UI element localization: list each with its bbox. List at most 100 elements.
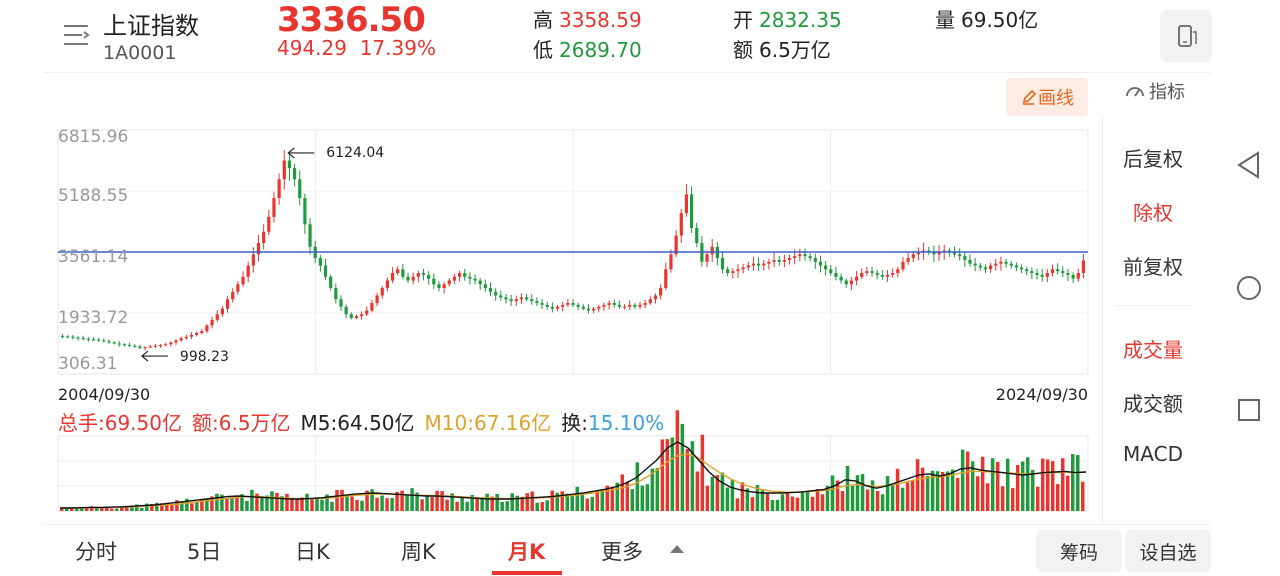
draw-line-button[interactable]: 画线 [1006,78,1088,116]
volume-bar [675,410,680,511]
landscape-toggle-button[interactable] [1160,10,1212,62]
amount-value: 6.5万亿 [759,38,831,62]
candle-body [684,194,689,214]
candle-body [854,276,859,281]
candle-body [220,308,225,315]
tab-monthly-k[interactable]: 月K [508,540,546,564]
volume-bar [775,499,780,511]
adjust-forward-option[interactable]: 前复权 [1123,255,1183,279]
volume-bar [205,499,209,511]
candle-body [499,295,503,298]
low-value: 2689.70 [559,38,642,62]
volume-bar [765,492,770,511]
candle-body [463,273,467,277]
volume-value: 69.50亿 [961,8,1039,32]
volume-bar [170,504,174,511]
volume-bar [580,495,585,511]
candle-body [736,269,740,272]
candle-body [659,288,663,296]
volume-bar [600,489,605,511]
candle-body [550,306,554,309]
legend-m10: M10:67.16亿 [424,411,552,435]
candle-body [241,276,245,285]
volume-bar [220,494,224,511]
volume-bar [485,493,489,511]
candle-body [452,276,457,281]
candle-body [891,273,895,275]
volume-indicator-option[interactable]: 成交量 [1123,338,1183,362]
candle-body [793,256,797,259]
candle-body [885,274,890,277]
volume-bar [735,498,740,511]
candle-body [999,261,1003,264]
tab-5day[interactable]: 5日 [187,540,222,564]
candle-body [360,314,364,317]
recents-nav-icon[interactable] [1236,397,1262,427]
volume-legend: 总手:69.50亿 额:6.5万亿 M5:64.50亿 M10:67.16亿 换:15.… [58,407,674,436]
menu-icon[interactable] [62,22,92,48]
volume-bar [1055,484,1060,511]
candle-body [349,314,353,319]
candle-body [798,254,802,257]
candle-body [282,160,286,180]
volume-bar [175,500,179,511]
volume-bar [540,502,544,511]
adjust-backward-option[interactable]: 后复权 [1123,147,1183,171]
volume-bar [465,501,469,511]
candle-body [535,301,539,304]
candle-body [308,224,312,247]
volume-bar [520,496,524,511]
x-axis-end-label: 2024/09/30 [996,385,1088,404]
indicator-button[interactable]: 指标 [1125,78,1185,104]
volume-bar [1045,459,1050,511]
home-nav-icon[interactable] [1236,274,1264,306]
candle-body [803,254,807,257]
adjust-exright-option[interactable]: 除权 [1133,201,1173,225]
volume-bar [920,467,925,511]
tab-weekly-k[interactable]: 周K [401,540,436,564]
volume-bar [850,485,855,511]
chips-button[interactable]: 筹码 [1036,530,1122,572]
volume-bar [470,495,474,511]
volume-bar [200,499,204,511]
candle-body [628,304,632,307]
open-value: 2832.35 [759,8,842,32]
volume-bar [505,501,509,511]
candle-body [323,265,328,277]
candle-body [437,284,441,289]
volume-bar [660,439,665,511]
macd-indicator-option[interactable]: MACD [1123,442,1183,466]
volume-bar [360,500,364,511]
candle-body [592,308,596,311]
volume-bar [965,451,970,511]
more-arrow-icon[interactable] [670,545,684,553]
volume-bar [380,495,384,511]
volume-bar [725,487,730,511]
tab-daily-k[interactable]: 日K [295,540,330,564]
volume-bar [490,496,494,511]
candle-body [952,252,957,255]
candle-body [834,273,838,277]
volume-bar [255,493,259,511]
candle-body [612,303,616,305]
amount-stat: 额 6.5万亿 [733,34,831,63]
kline-chart[interactable]: 6815.96 5188.55 3561.14 1933.72 306.31 6124.… [0,0,1100,524]
back-nav-icon[interactable] [1236,150,1262,184]
candle-body [983,267,988,270]
volume-bar [225,498,229,511]
candle-body [158,344,163,346]
volume-bar [445,499,449,511]
candle-body [731,271,735,274]
tab-more[interactable]: 更多 [601,540,643,564]
volume-bar [60,507,64,511]
amount-indicator-option[interactable]: 成交额 [1123,392,1183,416]
candle-body [849,280,854,285]
add-watchlist-button[interactable]: 设自选 [1125,530,1211,572]
candle-body [638,304,642,307]
volume-bar [755,485,760,511]
candle-body [112,342,116,344]
volume-bar [525,493,529,511]
candle-body [1066,273,1070,275]
tab-intraday[interactable]: 分时 [75,540,117,564]
candle-body [231,291,235,300]
